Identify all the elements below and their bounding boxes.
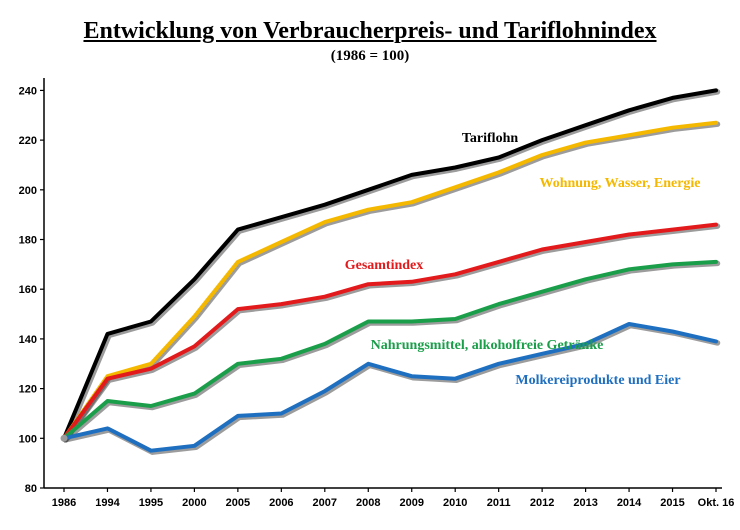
axes: 80 100 120 140 160 180 200 220 240 1986 1994 1995 20… (19, 78, 735, 509)
x-tick-label: 2015 (660, 497, 684, 509)
y-tick-label: 80 (25, 483, 37, 495)
series-line-nahrungsmittel-alkoholfreie-getr-nke (62, 259, 718, 441)
series-line-gesamtindex (62, 222, 718, 441)
origin-point (60, 434, 68, 442)
x-tick-label: 2014 (617, 497, 642, 509)
x-tick-label: 1995 (139, 497, 163, 509)
x-tick-label: 2000 (182, 497, 206, 509)
x-tick-label: 2007 (313, 497, 337, 509)
x-tick-label: 2005 (226, 497, 250, 509)
series-line-molkereiprodukte-und-eier (62, 322, 718, 453)
x-tick-label: 2009 (399, 497, 423, 509)
y-tick-label: 100 (19, 433, 37, 445)
x-tick-label: 2006 (269, 497, 293, 509)
chart-subtitle: (1986 = 100) (330, 48, 410, 64)
y-tick-label: 160 (19, 284, 37, 296)
y-tick-label: 200 (19, 185, 37, 197)
series-label-wohnung-wasser-energie: Wohnung, Wasser, Energie (539, 176, 700, 191)
x-tick-label: 2013 (573, 497, 597, 509)
series-label-gesamtindex: Gesamtindex (345, 258, 424, 273)
y-tick-label: 220 (19, 135, 37, 147)
series-label-nahrungsmittel-alkoholfreie-getr-nke: Nahrungsmittel, alkoholfreie Getränke (371, 338, 604, 353)
x-tick-label: 1994 (95, 497, 120, 509)
y-tick-label: 180 (19, 235, 37, 247)
x-tick-label: 2011 (487, 497, 511, 509)
chart-title: Entwicklung von Verbraucherpreis- und Ta… (83, 18, 657, 44)
series-label-molkereiprodukte-und-eier: Molkereiprodukte und Eier (515, 373, 680, 388)
x-tick-label: Okt. 16 (698, 497, 735, 509)
x-tick-label: 2008 (356, 497, 380, 509)
y-tick-label: 240 (19, 85, 37, 97)
x-tick-label: 1986 (52, 497, 76, 509)
series-line-tariflohn (62, 88, 718, 441)
series-line-wohnung-wasser-energie (62, 120, 718, 441)
series-labels: Tariflohn Wohnung, Wasser, Energie Gesamti… (345, 131, 701, 388)
series-lines (60, 88, 721, 455)
y-tick-label: 120 (19, 384, 37, 396)
x-tick-label: 2012 (530, 497, 554, 509)
y-tick-label: 140 (19, 334, 37, 346)
series-label-tariflohn: Tariflohn (462, 131, 518, 146)
x-tick-label: 2010 (443, 497, 467, 509)
